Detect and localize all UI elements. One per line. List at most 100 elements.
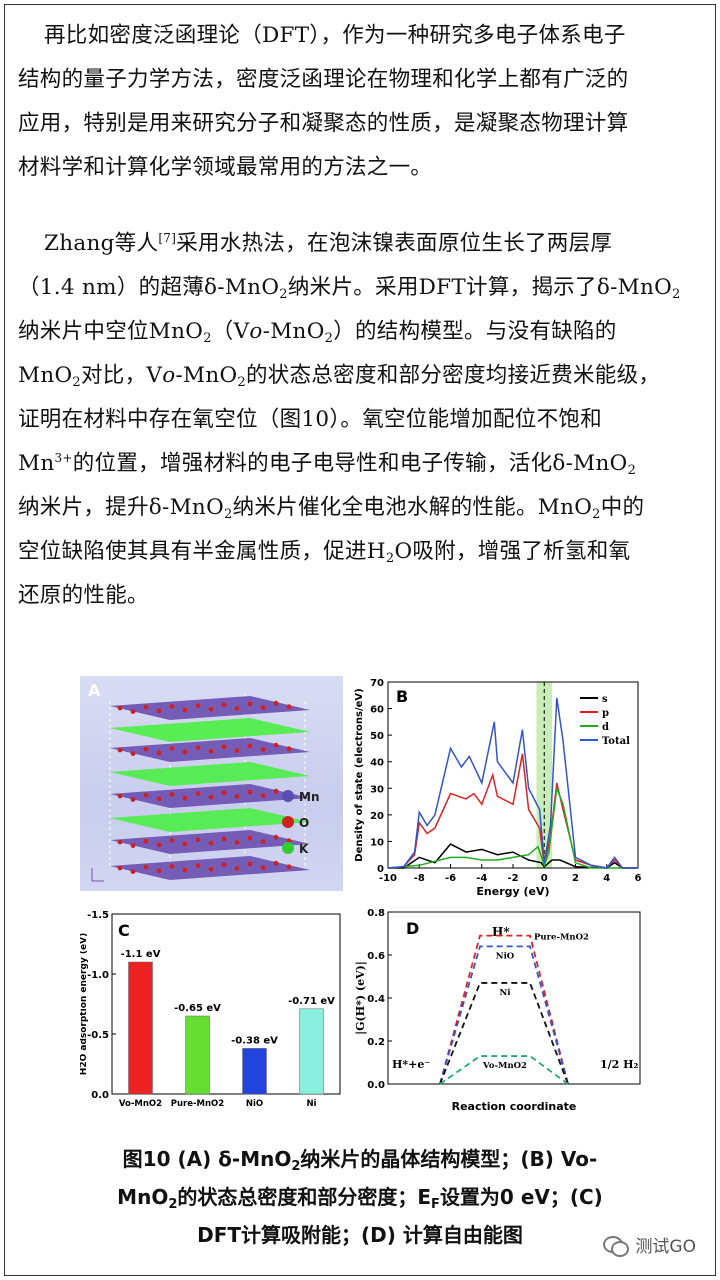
oxygen-atom (169, 704, 175, 709)
x-tick-label: 0 (541, 873, 548, 884)
category-label: NiO (246, 1099, 263, 1109)
oxygen-atom (247, 835, 253, 841)
oxygen-atom (169, 746, 175, 751)
oxygen-atom (221, 862, 227, 868)
x-tick-label: 4 (603, 873, 610, 884)
oxygen-atom (169, 864, 175, 869)
axis-triad-icon (91, 868, 104, 882)
oxygen-atom (208, 840, 214, 846)
oxygen-atom (117, 705, 123, 711)
oxygen-atom (260, 747, 266, 752)
plot-frame (111, 913, 341, 1095)
oxygen-atom (221, 744, 227, 750)
page-frame (4, 4, 716, 1276)
panel-b-dos-chart: 0 10 20 30 40 50 60 70 -10 -8 -6 -4 -2 0 2 4 6 Energy (eV… (354, 678, 642, 898)
figure-caption: 图10 (A) δ-MnO2纳米片的晶体结构模型；(B) Vo- MnO2的状态… (117, 1147, 603, 1247)
k-layer (110, 808, 310, 832)
legend-mn-dot (282, 790, 294, 802)
oxygen-atom (234, 706, 240, 711)
oxygen-atom (221, 836, 227, 842)
energy-level-path (439, 1055, 569, 1085)
oxygen-atom (182, 795, 188, 801)
oxygen-atom (195, 837, 201, 842)
oxygen-atom (273, 700, 279, 706)
energy-level-path (439, 945, 569, 1085)
oxygen-atom (195, 745, 201, 750)
energy-level-label: Vo-MnO2 (482, 1061, 527, 1071)
wechat-icon (603, 1234, 630, 1257)
bar-value-label: -1.1 eV (121, 949, 161, 960)
y-tick-label: 50 (370, 731, 384, 742)
y-tick-label: 0.8 (367, 908, 385, 919)
oxygen-atom (143, 704, 149, 710)
oxygen-atom (143, 838, 149, 844)
y-tick-label: -0.5 (87, 1030, 109, 1041)
bar-value-label: -0.65 eV (174, 1003, 221, 1014)
panel-d-label: D (406, 919, 419, 938)
hstar-label: H* (492, 925, 510, 939)
category-label: Pure-MnO2 (171, 1099, 225, 1109)
paragraph-1: 再比如密度泛函理论（DFT），作为一种研究多电子体系电子 结构的量子力学方法，密… (18, 23, 629, 180)
oxygen-atom (130, 709, 136, 714)
oxygen-atom (273, 742, 279, 748)
oxygen-atom (260, 793, 266, 798)
panel-a-crystal-structure: A Mn O K (80, 676, 343, 891)
legend-label: p (602, 708, 609, 719)
oxygen-atom (260, 705, 266, 710)
y-tick-label: 0.6 (367, 951, 385, 962)
oxygen-atom (182, 749, 188, 755)
oxygen-atom (273, 788, 279, 794)
y-tick-label: -1.0 (87, 970, 109, 981)
oxygen-atom (221, 790, 227, 796)
panel-b-label: B (396, 687, 408, 706)
x-tick-label: -10 (379, 873, 397, 884)
oxygen-atom (117, 793, 123, 799)
oxygen-atom (234, 748, 240, 753)
panel-c-label: C (118, 921, 130, 940)
oxygen-atom (247, 701, 253, 707)
y-axis-label: |G(H*) (eV)| (354, 961, 367, 1035)
oxygen-atom (195, 791, 201, 796)
y-axis-label: Density of state (electrons/eV) (354, 688, 365, 861)
oxygen-atom (156, 750, 162, 756)
legend-k-dot (282, 842, 294, 854)
oxygen-atom (286, 838, 292, 844)
oxygen-atom (247, 861, 253, 867)
oxygen-atom (208, 706, 214, 712)
legend-label: s (602, 694, 608, 705)
brand-logo[interactable]: 测试GO (603, 1232, 696, 1257)
energy-level-label: Ni (500, 988, 512, 998)
x-axis-label: Energy (eV) (476, 885, 549, 898)
crystal-structure-image: A Mn O K (88, 681, 319, 882)
oxygen-atom (169, 838, 175, 843)
bar-value-label: -0.38 eV (231, 1035, 278, 1046)
oxygen-atom (156, 842, 162, 848)
x-tick-label: 2 (572, 873, 579, 884)
oxygen-atom (143, 792, 149, 798)
oxygen-atom (182, 707, 188, 713)
energy-level-path (439, 934, 569, 1085)
oxygen-atom (195, 703, 201, 708)
final-state-label: 1/2 H₂ (600, 1058, 639, 1071)
oxygen-atom (156, 708, 162, 714)
y-tick-label: 40 (370, 758, 384, 769)
bar (128, 961, 153, 1095)
x-tick-label: -4 (476, 873, 487, 884)
legend-o-dot (282, 816, 294, 828)
oxygen-atom (182, 867, 188, 873)
y-axis-label: H2O adsorption energy (eV) (80, 933, 89, 1075)
oxygen-atom (247, 789, 253, 795)
oxygen-atom (234, 794, 240, 799)
oxygen-atom (208, 866, 214, 872)
legend-label: Total (602, 736, 630, 747)
legend-o-label: O (299, 816, 309, 830)
series-total-line (387, 697, 638, 869)
y-tick-label: 0.0 (367, 1080, 385, 1091)
oxygen-atom (182, 841, 188, 847)
oxygen-atom (273, 860, 279, 866)
oxygen-atom (130, 797, 136, 802)
oxygen-atom (260, 839, 266, 844)
y-tick-label: 30 (370, 784, 384, 795)
energy-level-label: Pure-MnO2 (534, 933, 589, 943)
oxygen-atom (130, 869, 136, 874)
